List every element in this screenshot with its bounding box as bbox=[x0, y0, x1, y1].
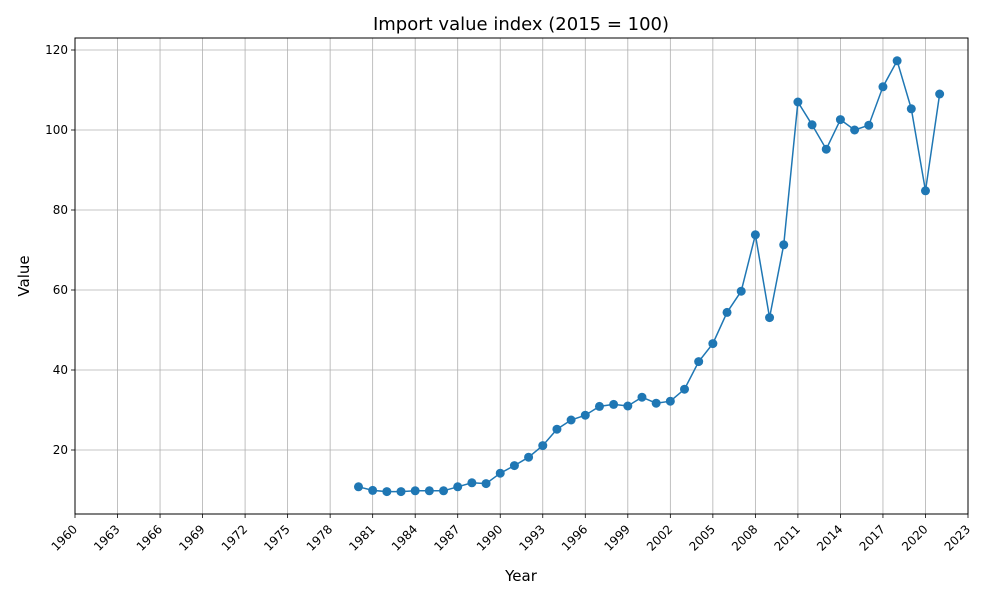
x-tick-label: 1990 bbox=[474, 522, 505, 553]
x-tick-label: 1975 bbox=[261, 522, 292, 553]
y-tick-label: 100 bbox=[45, 123, 68, 137]
data-point bbox=[382, 487, 392, 497]
data-point bbox=[453, 482, 463, 492]
x-tick-label: 2011 bbox=[772, 522, 803, 553]
x-axis-label: Year bbox=[504, 567, 538, 585]
data-point bbox=[637, 392, 647, 402]
x-tick-label: 1969 bbox=[176, 522, 207, 553]
x-tick-label: 2014 bbox=[814, 522, 845, 553]
data-point bbox=[651, 398, 661, 408]
y-tick-label: 40 bbox=[53, 363, 68, 377]
data-point bbox=[368, 485, 378, 495]
y-axis-ticks: 20 40 60 80 100 120 bbox=[45, 43, 75, 457]
data-point bbox=[694, 357, 704, 367]
data-point bbox=[467, 478, 477, 488]
data-point bbox=[580, 410, 590, 420]
data-point bbox=[538, 441, 548, 451]
x-tick-label: 2008 bbox=[729, 522, 760, 553]
x-tick-label: 2017 bbox=[857, 522, 888, 553]
plot-frame bbox=[74, 37, 969, 515]
x-tick-label: 1993 bbox=[516, 522, 547, 553]
y-tick-label: 80 bbox=[53, 203, 68, 217]
data-point bbox=[765, 313, 775, 323]
x-tick-label: 2023 bbox=[942, 522, 973, 553]
x-tick-label: 2002 bbox=[644, 522, 675, 553]
y-tick-label: 120 bbox=[45, 43, 68, 57]
data-point bbox=[793, 97, 803, 107]
data-point bbox=[424, 486, 434, 496]
data-point bbox=[410, 486, 420, 496]
data-point bbox=[750, 230, 760, 240]
data-point bbox=[353, 482, 363, 492]
data-point bbox=[524, 452, 534, 462]
data-point bbox=[552, 424, 562, 434]
x-tick-label: 1960 bbox=[49, 522, 80, 553]
x-tick-label: 1984 bbox=[389, 522, 420, 553]
x-tick-label: 1987 bbox=[431, 522, 462, 553]
x-axis-ticks: 1960 1963 1966 1969 1972 1975 1978 1981 1984 1987… bbox=[49, 514, 973, 554]
x-tick-label: 1966 bbox=[134, 522, 165, 553]
data-point bbox=[835, 115, 845, 125]
data-point bbox=[481, 479, 491, 489]
data-point bbox=[779, 240, 789, 250]
data-point bbox=[509, 461, 519, 471]
data-point bbox=[807, 120, 817, 130]
data-point bbox=[878, 82, 888, 92]
data-point bbox=[722, 307, 732, 317]
data-point bbox=[906, 104, 916, 114]
data-point bbox=[935, 89, 945, 99]
data-point bbox=[665, 396, 675, 406]
data-point bbox=[708, 339, 718, 349]
data-point bbox=[892, 56, 902, 66]
data-point bbox=[680, 384, 690, 394]
x-tick-label: 1978 bbox=[304, 522, 335, 553]
data-point bbox=[864, 120, 874, 130]
x-tick-label: 1999 bbox=[601, 522, 632, 553]
data-point bbox=[495, 468, 505, 478]
x-tick-label: 1996 bbox=[559, 522, 590, 553]
y-axis-label: Value bbox=[15, 255, 33, 296]
data-point bbox=[736, 286, 746, 296]
data-point bbox=[920, 186, 930, 196]
y-tick-label: 60 bbox=[53, 283, 68, 297]
data-point bbox=[396, 487, 406, 497]
grid-lines bbox=[74, 38, 969, 514]
data-point bbox=[609, 399, 619, 409]
x-tick-label: 1981 bbox=[346, 522, 377, 553]
data-point bbox=[439, 486, 449, 496]
data-point bbox=[623, 401, 633, 411]
plot-background bbox=[75, 38, 968, 514]
data-point bbox=[821, 144, 831, 154]
data-point bbox=[594, 401, 604, 411]
data-point bbox=[850, 125, 860, 135]
data-point bbox=[566, 415, 576, 425]
x-tick-label: 2005 bbox=[686, 522, 717, 553]
y-tick-label: 20 bbox=[53, 443, 68, 457]
x-tick-label: 1963 bbox=[91, 522, 122, 553]
x-tick-label: 1972 bbox=[219, 522, 250, 553]
chart-title: Import value index (2015 = 100) bbox=[373, 14, 669, 35]
x-tick-label: 2020 bbox=[899, 522, 930, 553]
series-layer bbox=[353, 56, 945, 497]
